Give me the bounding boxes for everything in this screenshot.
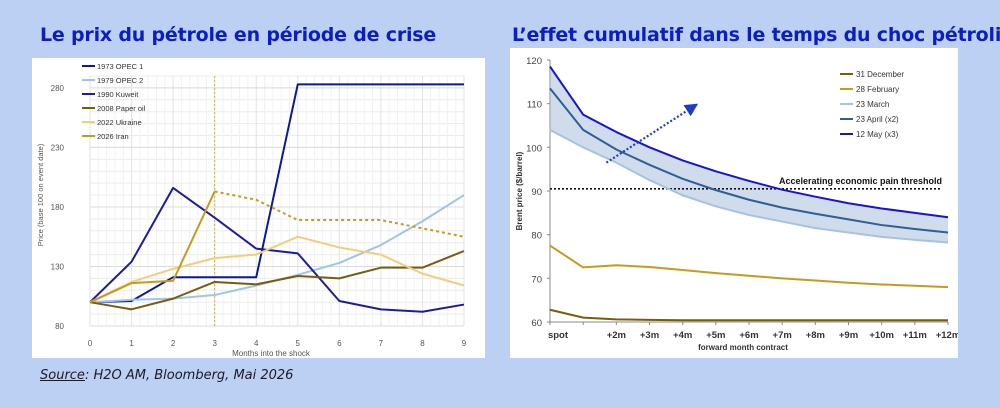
x-tick-label: +6m	[739, 330, 758, 341]
legend-label-23-april-x2: 23 April (x2)	[856, 115, 899, 124]
x-tick-label: 7	[379, 339, 384, 348]
legend-label-2008-paper-oil: 2008 Paper oil	[97, 104, 146, 113]
legend-label-28-february: 28 February	[856, 85, 899, 94]
x-tick-label: 0	[88, 339, 93, 348]
series-line-23-april-x2	[549, 87, 949, 234]
legend-label-31-december: 31 December	[856, 70, 904, 79]
legend-label-23-march: 23 March	[856, 100, 889, 109]
x-tick-label: 9	[462, 339, 467, 348]
forward-curve-chart-panel: 60 70 80 90 100 110 120 spot +2m +3m +4m +5m +6m +7m +…	[510, 48, 958, 358]
series-line-2022-ukraine	[89, 235, 465, 304]
series-line-23-march	[549, 128, 949, 244]
series-line-31-december	[549, 308, 948, 322]
y-tick-label: 280	[51, 84, 65, 93]
x-tick-label: +5m	[706, 330, 725, 341]
x-tick-label: 8	[420, 339, 425, 348]
x-tick-label: 1	[129, 339, 134, 348]
legend-label-2022-ukraine: 2022 Ukraine	[97, 118, 142, 127]
left-chart-title: Le prix du pétrole en période de crise	[40, 24, 437, 46]
series-line-1990-kuweit	[89, 186, 465, 313]
x-tick-label: +11m	[903, 330, 927, 341]
forward-curve-chart: 60 70 80 90 100 110 120 spot +2m +3m +4m +5m +6m +7m +…	[515, 56, 958, 352]
y-tick-label: 120	[526, 56, 542, 67]
x-axis-title: forward month contract	[698, 343, 788, 352]
x-tick-label: 3	[212, 339, 217, 348]
y-tick-label: 90	[531, 187, 542, 198]
x-tick-label: +12m	[936, 330, 958, 341]
x-tick-label: +7m	[773, 330, 792, 341]
x-tick-label: +8m	[806, 330, 825, 341]
oil-crisis-chart: 80 130 180 230 280 0 1 2 3 4 5 6 7 8 9 Months into the …	[36, 62, 467, 358]
y-tick-label: 110	[527, 100, 542, 111]
y-axis-title: Brent price ($/barrel)	[515, 151, 524, 230]
series-line-1973-opec-1	[89, 83, 464, 304]
legend-label-2026-iran: 2026 Iran	[97, 132, 129, 141]
y-axis-title: Price (base 100 on event date)	[36, 143, 45, 246]
legend-label-1973-opec-1: 1973 OPEC 1	[97, 62, 143, 71]
source-note: Source: H2O AM, Bloomberg, Mai 2026	[40, 368, 293, 383]
y-tick-label: 80	[531, 231, 542, 242]
series-line-28-february	[549, 244, 949, 289]
oil-crisis-chart-panel: 80 130 180 230 280 0 1 2 3 4 5 6 7 8 9 Months into the …	[32, 58, 485, 358]
x-tick-label: 5	[296, 339, 301, 348]
legend-label-1990-kuweit: 1990 Kuweit	[97, 90, 139, 99]
legend-label-12-may-x3: 12 May (x3)	[856, 130, 899, 139]
right-chart-title: L’effet cumulatif dans le temps du choc …	[512, 24, 1000, 46]
x-tick-label: 2	[171, 339, 176, 348]
y-tick-label: 230	[51, 143, 65, 152]
x-tick-label: +2m	[607, 330, 626, 341]
x-tick-label: +3m	[640, 330, 659, 341]
series-line-1979-opec-2	[89, 194, 465, 304]
series-line-2026-iran-projection	[214, 190, 465, 238]
legend-label-1979-opec-2: 1979 OPEC 2	[97, 76, 143, 85]
pain-threshold-label: Accelerating economic pain threshold	[779, 176, 942, 186]
series-line-2008-paper-oil	[89, 250, 465, 311]
x-tick-label: +4m	[673, 330, 692, 341]
y-tick-label: 180	[51, 203, 65, 212]
series-line-12-may-x3	[549, 65, 949, 219]
trend-arrow	[605, 103, 699, 164]
x-tick-label: 6	[337, 339, 342, 348]
x-tick-label: 4	[254, 339, 259, 348]
x-tick-label: spot	[548, 330, 569, 341]
series-line-2026-iran	[89, 191, 216, 304]
y-tick-label: 130	[51, 262, 65, 271]
y-tick-label: 60	[531, 318, 542, 329]
x-tick-label: +9m	[839, 330, 858, 341]
y-tick-label: 80	[55, 322, 64, 331]
x-axis-title: Months into the shock	[232, 349, 311, 358]
y-tick-label: 100	[526, 143, 542, 154]
y-tick-label: 70	[531, 274, 542, 285]
x-tick-label: +10m	[869, 330, 894, 341]
source-text: : H2O AM, Bloomberg, Mai 2026	[84, 368, 294, 383]
source-label: Source	[40, 368, 85, 383]
